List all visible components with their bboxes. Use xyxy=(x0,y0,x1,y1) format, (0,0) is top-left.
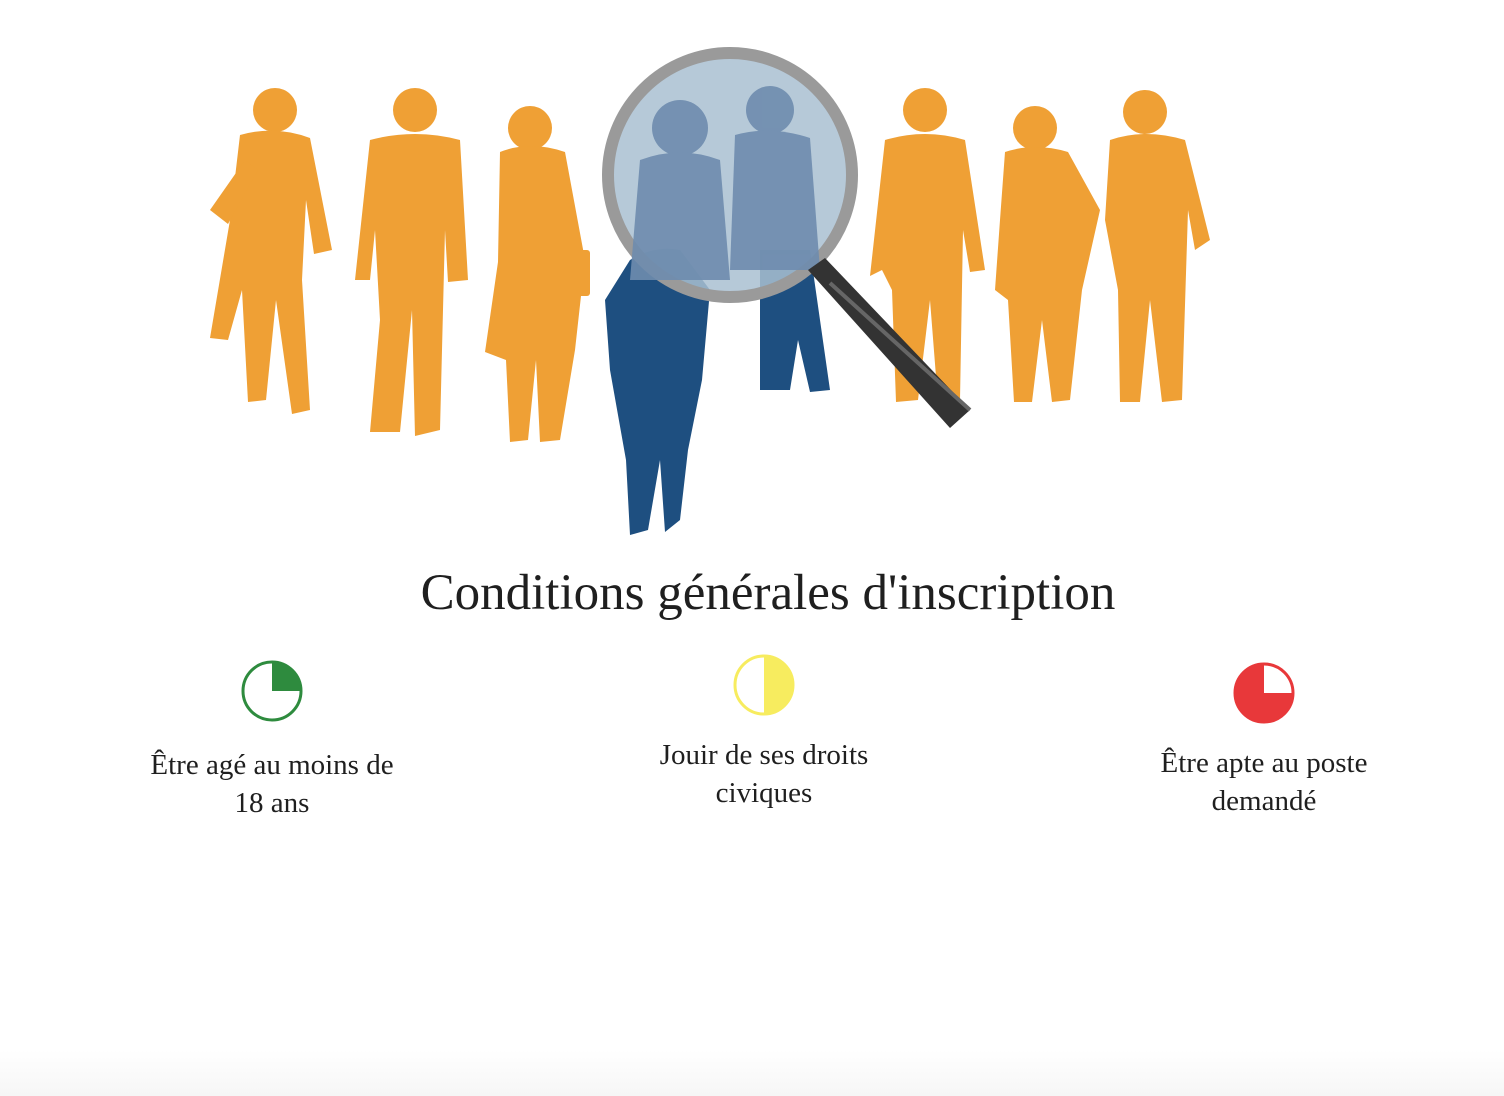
condition-label: Être apte au poste demandé xyxy=(1160,747,1368,817)
silhouette-person-5 xyxy=(995,106,1100,402)
pie-three-quarter-icon xyxy=(1233,662,1295,724)
page-bottom-edge xyxy=(0,1050,1504,1096)
orange-silhouettes xyxy=(210,88,1210,442)
silhouette-person-1 xyxy=(210,88,332,415)
magnifier-icon xyxy=(602,47,972,428)
pie-half-icon xyxy=(733,654,795,716)
silhouette-person-3 xyxy=(485,106,590,442)
condition-label: Jouir de ses droits civiques xyxy=(659,739,869,809)
pie-quarter-icon xyxy=(241,660,303,722)
condition-civic-rights: Jouir de ses droits civiques xyxy=(604,652,924,812)
condition-age: Être agé au moins de 18 ans xyxy=(112,658,432,822)
silhouette-person-6 xyxy=(1105,90,1210,402)
silhouette-person-2 xyxy=(355,88,468,436)
silhouette-person-4 xyxy=(870,88,985,402)
condition-label: Être agé au moins de 18 ans xyxy=(150,749,394,819)
condition-fit-for-position: Être apte au poste demandé xyxy=(1104,660,1424,820)
page-title: Conditions générales d'inscription xyxy=(420,565,1116,621)
hero-illustration xyxy=(70,40,1300,550)
